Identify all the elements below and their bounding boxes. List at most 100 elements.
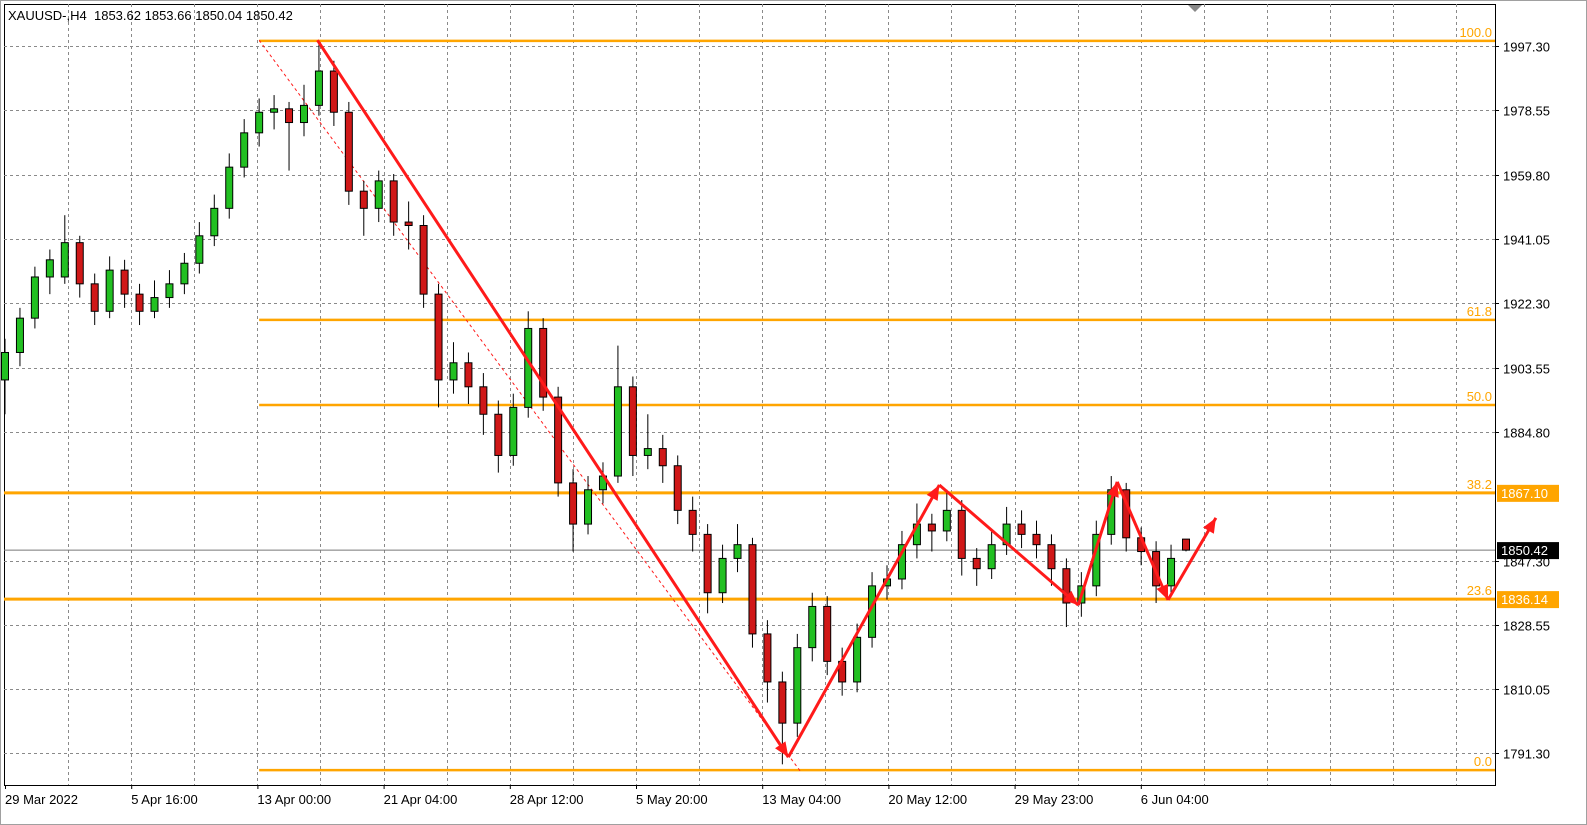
candle <box>628 376 637 477</box>
candle-body <box>569 482 578 525</box>
candle <box>60 215 69 284</box>
candle-body <box>15 317 24 353</box>
candle-body <box>539 327 548 398</box>
candle-body <box>180 262 189 285</box>
candle <box>1032 520 1041 559</box>
candle <box>972 548 981 586</box>
candle <box>344 101 353 205</box>
candle <box>464 352 473 404</box>
candle <box>942 489 951 542</box>
candle <box>987 530 996 579</box>
chart-header: XAUUSD-,H4 1853.62 1853.66 1850.04 1850.… <box>8 8 293 23</box>
candle-body <box>658 448 667 467</box>
candle-body <box>1167 557 1176 587</box>
candle <box>658 434 667 483</box>
arrowhead-icon <box>1106 481 1119 498</box>
y-tick-label: 1941.05 <box>1503 233 1550 248</box>
candle <box>120 259 129 308</box>
candle-body <box>748 544 757 635</box>
x-tick-label: 29 Mar 2022 <box>5 792 78 807</box>
fib-level-label: 50.0 <box>1467 389 1492 404</box>
price-tag-label: 1836.14 <box>1501 592 1548 607</box>
y-tick-label: 1997.30 <box>1503 40 1550 55</box>
candle <box>389 174 398 236</box>
ohlc-open: 1853.62 <box>93 8 141 23</box>
candle <box>75 235 84 298</box>
candle <box>1047 534 1056 586</box>
candle <box>688 496 697 552</box>
candle-body <box>225 166 234 209</box>
candle <box>748 537 757 648</box>
trend-arrow-line <box>1115 481 1170 601</box>
candle <box>927 513 936 552</box>
candle-body <box>688 509 697 535</box>
candle-body <box>584 489 593 525</box>
candle-body <box>374 180 383 209</box>
x-tick-label: 13 May 04:00 <box>762 792 841 807</box>
candle <box>225 153 234 219</box>
candle <box>733 524 742 573</box>
candle <box>643 414 652 470</box>
candle-body <box>897 544 906 580</box>
trend-arrow-line <box>1076 481 1119 606</box>
candle <box>897 530 906 590</box>
candle <box>793 633 802 737</box>
candle-body <box>494 413 503 456</box>
y-tick-label: 1959.80 <box>1503 169 1550 184</box>
candle <box>404 201 413 250</box>
y-tick-label: 1791.30 <box>1503 747 1550 762</box>
x-tick-label: 28 Apr 12:00 <box>510 792 584 807</box>
candle <box>1062 558 1071 628</box>
candle-body <box>434 293 443 381</box>
fib-level-label: 38.2 <box>1467 477 1492 492</box>
price-tag-label: 1867.10 <box>1501 486 1548 501</box>
candle-body <box>314 70 323 106</box>
candle <box>45 249 54 295</box>
candle-body <box>479 386 488 415</box>
trend-arrow-line <box>938 483 1080 607</box>
trend-arrow-line <box>1166 517 1218 601</box>
x-tick-label: 5 Apr 16:00 <box>131 792 198 807</box>
candle <box>90 273 99 326</box>
candle-body <box>464 362 473 388</box>
ohlc-high: 1853.66 <box>144 8 192 23</box>
price-tag <box>1497 484 1559 502</box>
candle <box>210 194 219 247</box>
candle-body <box>763 633 772 683</box>
candle <box>270 95 279 130</box>
candle-body <box>150 297 159 312</box>
y-tick-label: 1922.30 <box>1503 297 1550 312</box>
candle <box>569 469 578 552</box>
candle <box>763 620 772 703</box>
fib-level-label: 61.8 <box>1467 304 1492 319</box>
candle-body <box>703 533 712 594</box>
candle-body <box>1 351 9 381</box>
chart-shift-marker-icon <box>1188 5 1202 12</box>
candle <box>374 170 383 223</box>
candle <box>539 318 548 411</box>
candle-body <box>359 190 368 209</box>
candle <box>1017 510 1026 549</box>
candle-body <box>30 276 39 319</box>
candle-body <box>643 448 652 456</box>
candle-body <box>554 396 563 484</box>
ohlc-close: 1850.42 <box>245 8 293 23</box>
candle-body <box>793 647 802 724</box>
x-tick-label: 5 May 20:00 <box>636 792 708 807</box>
x-tick-label: 21 Apr 04:00 <box>384 792 458 807</box>
candle <box>449 342 458 394</box>
candle <box>30 266 39 329</box>
candle-body <box>344 111 353 192</box>
candle <box>957 500 966 576</box>
candle-body <box>808 605 817 649</box>
arrowhead-icon <box>926 484 940 501</box>
candle-body <box>419 224 428 295</box>
candle-body <box>823 605 832 662</box>
x-tick-label: 29 May 23:00 <box>1015 792 1094 807</box>
candle <box>299 84 308 137</box>
candle-body <box>299 104 308 124</box>
ohlc-low: 1850.04 <box>195 8 243 23</box>
candle <box>314 43 323 116</box>
